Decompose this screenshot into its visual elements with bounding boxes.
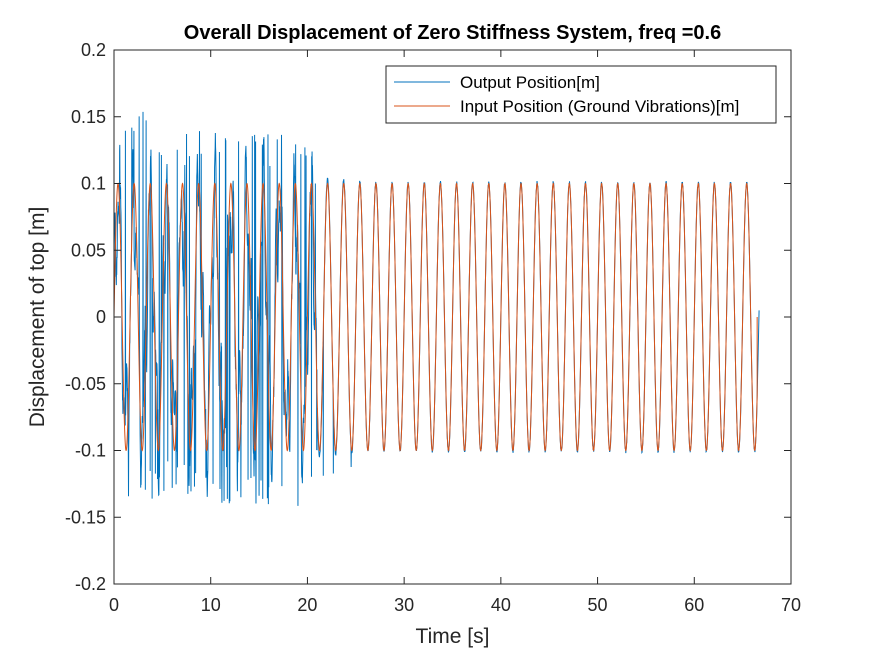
x-tick-label: 40 — [491, 595, 511, 615]
y-tick-label: -0.1 — [75, 441, 106, 461]
x-tick-label: 0 — [109, 595, 119, 615]
y-tick-label: -0.15 — [65, 507, 106, 527]
y-tick-label: 0.15 — [71, 107, 106, 127]
y-tick-label: -0.2 — [75, 574, 106, 594]
y-axis: -0.2 -0.15 -0.1 -0.05 0 0.05 0.1 0.15 0.2 — [65, 40, 791, 594]
x-tick-label: 70 — [781, 595, 801, 615]
chart-title: Overall Displacement of Zero Stiffness S… — [184, 22, 721, 44]
x-tick-label: 10 — [201, 595, 221, 615]
x-tick-label: 20 — [297, 595, 317, 615]
input-position-line — [114, 182, 758, 452]
x-tick-label: 50 — [588, 595, 608, 615]
x-tick-label: 60 — [684, 595, 704, 615]
series-layer — [114, 111, 760, 506]
legend-label-input: Input Position (Ground Vibrations)[m] — [460, 97, 739, 116]
y-tick-label: 0.05 — [71, 240, 106, 260]
x-axis: 0 10 20 30 40 50 60 70 — [109, 50, 801, 615]
legend: Output Position[m] Input Position (Groun… — [385, 65, 777, 124]
x-axis-label: Time [s] — [416, 625, 490, 648]
y-axis-label: Displacement of top [m] — [26, 207, 49, 428]
y-tick-label: -0.05 — [65, 374, 106, 394]
y-tick-label: 0.1 — [81, 174, 106, 194]
legend-label-output: Output Position[m] — [460, 73, 600, 92]
y-tick-label: 0 — [96, 307, 106, 327]
x-tick-label: 30 — [394, 595, 414, 615]
y-tick-label: 0.2 — [81, 40, 106, 60]
legend-box — [385, 65, 777, 124]
